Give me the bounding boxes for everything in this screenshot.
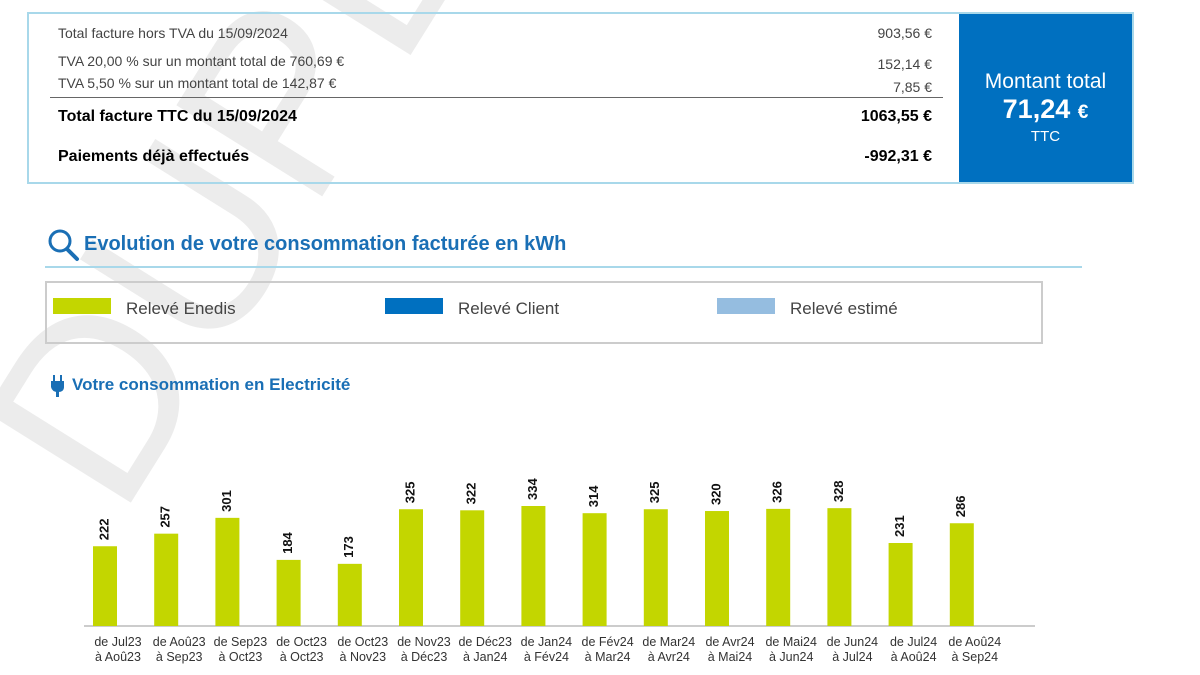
row-label: TVA 20,00 % sur un montant total de 760,… bbox=[58, 53, 345, 69]
bar bbox=[949, 523, 974, 626]
data-label: 184 bbox=[280, 531, 295, 553]
bar bbox=[337, 563, 362, 626]
row-amount: -992,31 € bbox=[864, 148, 932, 165]
legend-swatch bbox=[385, 298, 443, 314]
chart-title: Votre consommation en Electricité bbox=[72, 375, 351, 394]
x-tick-label: à Déc23 bbox=[401, 650, 448, 664]
x-tick-label: à Aoû23 bbox=[95, 650, 141, 664]
x-tick-label: de Mai24 bbox=[765, 635, 816, 649]
x-tick-label: de Déc23 bbox=[458, 635, 512, 649]
bar bbox=[154, 533, 179, 626]
bar bbox=[766, 508, 791, 626]
legend-swatch bbox=[717, 298, 775, 314]
data-label: 257 bbox=[158, 506, 173, 528]
x-tick-label: de Jan24 bbox=[521, 635, 572, 649]
x-tick-label: à Jun24 bbox=[769, 650, 814, 664]
data-label: 325 bbox=[647, 482, 662, 504]
x-tick-label: de Oct23 bbox=[276, 635, 327, 649]
data-label: 286 bbox=[953, 496, 968, 518]
x-tick-label: à Sep23 bbox=[156, 650, 203, 664]
data-label: 173 bbox=[341, 536, 356, 558]
section-title: Evolution de votre consommation facturée… bbox=[84, 233, 567, 255]
x-tick-label: à Sep24 bbox=[952, 650, 999, 664]
x-tick-label: à Mai24 bbox=[708, 650, 753, 664]
bar bbox=[276, 559, 301, 626]
legend-box bbox=[45, 281, 1043, 344]
bar bbox=[521, 506, 546, 626]
bar bbox=[582, 513, 607, 626]
x-tick-label: de Mar24 bbox=[642, 635, 695, 649]
data-label: 328 bbox=[831, 480, 846, 502]
total-amount: 71,24 bbox=[1002, 94, 1071, 124]
bar bbox=[460, 510, 485, 626]
bar bbox=[827, 508, 852, 626]
x-tick-label: à Fév24 bbox=[524, 650, 569, 664]
x-tick-label: à Jan24 bbox=[463, 650, 508, 664]
bar bbox=[215, 517, 240, 626]
row-amount: 1063,55 € bbox=[860, 108, 932, 125]
total-title: Montant total bbox=[984, 70, 1107, 93]
data-label: 314 bbox=[586, 485, 601, 507]
bar bbox=[888, 543, 913, 626]
x-tick-label: à Avr24 bbox=[648, 650, 690, 664]
plug-icon bbox=[51, 375, 64, 397]
search-icon bbox=[48, 229, 79, 261]
row-amount: 903,56 € bbox=[877, 25, 933, 41]
data-label: 222 bbox=[96, 519, 111, 541]
row-label: TVA 5,50 % sur un montant total de 142,8… bbox=[58, 75, 337, 91]
data-label: 326 bbox=[770, 481, 785, 503]
bar bbox=[705, 511, 729, 626]
row-amount: 7,85 € bbox=[893, 79, 932, 95]
x-tick-label: de Aoû23 bbox=[153, 635, 206, 649]
legend-label: Relevé Enedis bbox=[126, 299, 236, 318]
invoice-box bbox=[27, 12, 1134, 184]
total-currency: € bbox=[1077, 102, 1089, 123]
data-label: 334 bbox=[525, 478, 540, 500]
row-label: Total facture TTC du 15/09/2024 bbox=[58, 108, 297, 125]
x-tick-label: de Jun24 bbox=[827, 635, 878, 649]
bar bbox=[643, 509, 668, 626]
total-box: Montant total 71,24 € TTC bbox=[959, 14, 1132, 182]
x-tick-label: de Avr24 bbox=[705, 635, 754, 649]
data-label: 322 bbox=[464, 483, 479, 505]
data-label: 231 bbox=[892, 515, 907, 537]
data-label: 301 bbox=[219, 490, 234, 512]
total-note: TTC bbox=[1030, 128, 1061, 145]
section-rule bbox=[45, 266, 1082, 268]
x-tick-label: à Mar24 bbox=[585, 650, 631, 664]
legend-label: Relevé Client bbox=[458, 299, 560, 318]
x-tick-label: de Nov23 bbox=[397, 635, 451, 649]
x-tick-label: de Oct23 bbox=[337, 635, 388, 649]
x-tick-label: à Aoû24 bbox=[891, 650, 937, 664]
bar bbox=[399, 509, 423, 626]
x-tick-label: à Oct23 bbox=[280, 650, 324, 664]
legend-swatch bbox=[53, 298, 111, 314]
separator bbox=[50, 97, 943, 98]
x-tick-label: à Jul24 bbox=[832, 650, 872, 664]
row-label: Paiements déjà effectués bbox=[58, 148, 250, 165]
data-label: 325 bbox=[402, 482, 417, 504]
x-tick-label: à Oct23 bbox=[219, 650, 263, 664]
x-tick-label: de Jul23 bbox=[94, 635, 141, 649]
x-tick-label: de Sep23 bbox=[214, 635, 268, 649]
row-label: Total facture hors TVA du 15/09/2024 bbox=[58, 25, 288, 41]
row-amount: 152,14 € bbox=[877, 56, 933, 72]
x-tick-label: de Jul24 bbox=[890, 635, 937, 649]
bar bbox=[93, 546, 117, 626]
legend-label: Relevé estimé bbox=[790, 299, 898, 318]
x-tick-label: à Nov23 bbox=[340, 650, 387, 664]
data-label: 320 bbox=[708, 483, 723, 505]
x-tick-label: de Aoû24 bbox=[948, 635, 1001, 649]
x-tick-label: de Fév24 bbox=[582, 635, 634, 649]
